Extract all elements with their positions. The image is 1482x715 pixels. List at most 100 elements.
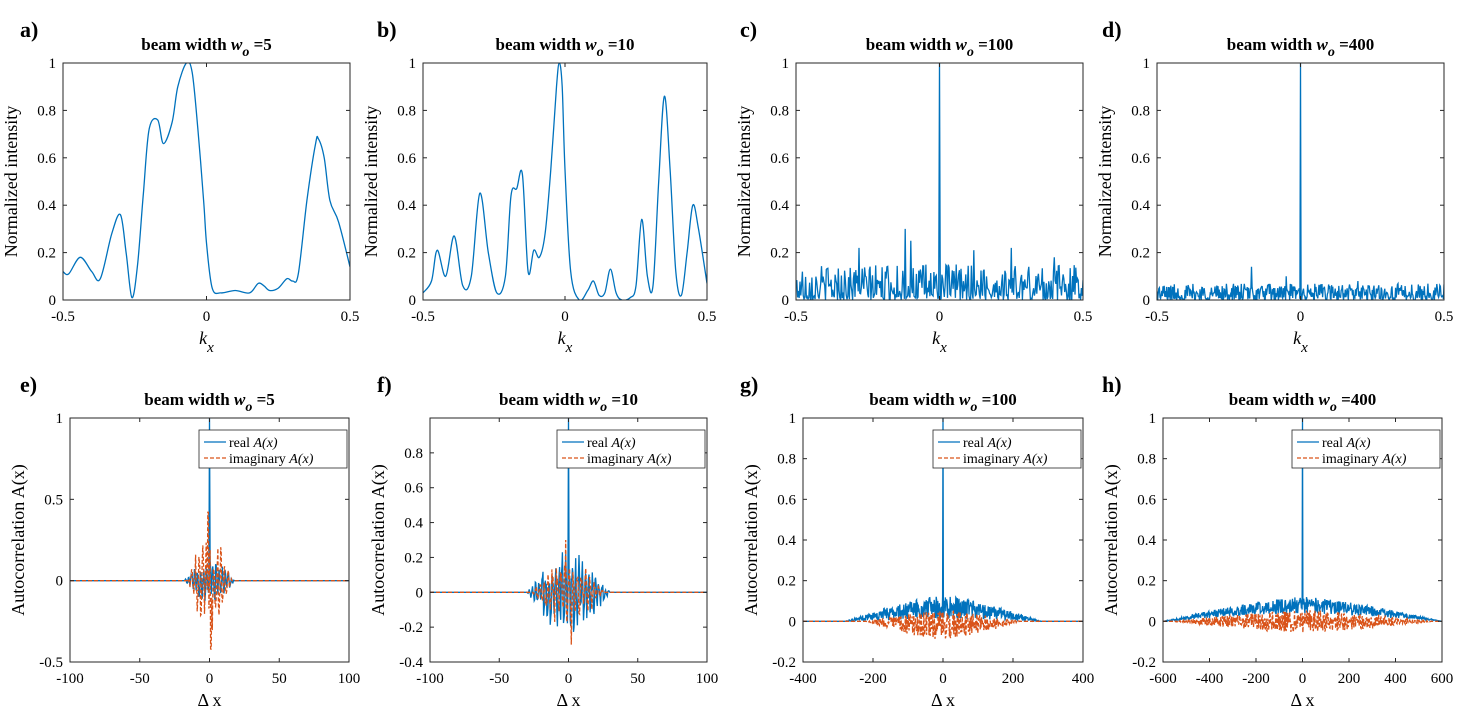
panel-letter: f) <box>377 372 392 397</box>
y-tick-label: 0 <box>49 293 57 309</box>
y-tick-label: 0.8 <box>37 103 56 119</box>
legend: real A(x)imaginary A(x) <box>932 429 1082 469</box>
y-tick-label: 1 <box>1149 411 1157 427</box>
panel-title: beam width wo =400 <box>1227 35 1375 60</box>
y-tick-label: 0.8 <box>770 103 789 119</box>
y-tick-label: 0.2 <box>770 246 789 262</box>
x-tick-label: 100 <box>696 671 719 687</box>
x-tick-label: 0 <box>561 309 569 325</box>
panel-title: beam width wo =5 <box>144 390 275 415</box>
series-real-line <box>63 63 350 299</box>
legend-imaginary-label: imaginary A(x) <box>229 452 314 467</box>
x-tick-label: 0 <box>206 671 214 687</box>
y-tick-label: 0.8 <box>397 103 416 119</box>
y-tick-label: 0.2 <box>37 246 56 262</box>
y-axis-label: Autocorrelation A(x) <box>8 464 29 615</box>
x-tick-label: 400 <box>1384 671 1407 687</box>
x-tick-label: 0.5 <box>1435 309 1454 325</box>
x-tick-label: -400 <box>789 671 817 687</box>
y-axis-label: Normalized intensity <box>361 106 381 257</box>
x-tick-label: -50 <box>489 671 509 687</box>
y-tick-label: -0.2 <box>399 620 423 636</box>
x-tick-label: -50 <box>130 671 150 687</box>
legend-real-label: real A(x) <box>587 436 636 451</box>
y-tick-label: 0.2 <box>404 550 423 566</box>
y-tick-label: 1 <box>789 411 797 427</box>
y-tick-label: 0.4 <box>1131 198 1150 214</box>
x-tick-label: -400 <box>1196 671 1224 687</box>
x-axis-label: Δ x <box>197 690 221 710</box>
x-tick-label: 0 <box>565 671 573 687</box>
panel-g: -400 -200 0 200 400 -0.2 0 0.2 0.4 0.6 0.8 1 beam wi… <box>740 372 1094 710</box>
series-imaginary-line <box>430 539 707 645</box>
x-axis-label: kx <box>1293 328 1308 356</box>
y-tick-label: 0.6 <box>404 481 423 497</box>
y-tick-label: 0.8 <box>1131 103 1150 119</box>
legend-box <box>932 429 1082 469</box>
x-tick-label: 200 <box>1338 671 1361 687</box>
y-axis-label: Normalized intensity <box>734 106 754 257</box>
y-tick-label: 0.6 <box>397 151 416 167</box>
legend-real-label: real A(x) <box>1322 436 1371 451</box>
y-axis-label: Autocorrelation A(x) <box>1101 464 1122 615</box>
x-tick-label: -200 <box>1242 671 1270 687</box>
legend: real A(x)imaginary A(x) <box>198 429 348 469</box>
x-tick-label: 400 <box>1072 671 1095 687</box>
x-axis-label: Δ x <box>556 690 580 710</box>
panel-title: beam width wo =100 <box>866 35 1014 60</box>
y-axis-label: Autocorrelation A(x) <box>741 464 762 615</box>
y-tick-label: 0 <box>56 574 64 590</box>
y-tick-label: 0 <box>1143 293 1151 309</box>
y-tick-label: 1 <box>49 56 57 72</box>
panel-title: beam width wo =400 <box>1229 390 1377 415</box>
panel-h: -600 -400 -200 0 200 400 600 -0.2 0 0.2 0.4 0.6 0.8 1… <box>1101 372 1453 710</box>
y-axis-label: Normalized intensity <box>1 106 21 257</box>
y-tick-label: 0 <box>409 293 417 309</box>
y-axis-label: Autocorrelation A(x) <box>368 464 389 615</box>
y-tick-label: 0.2 <box>1137 574 1156 590</box>
series-imaginary-line <box>1163 610 1442 633</box>
legend: real A(x)imaginary A(x) <box>556 429 706 469</box>
y-tick-label: 0.8 <box>777 452 796 468</box>
y-tick-label: 0 <box>782 293 790 309</box>
series-real-line <box>423 63 707 300</box>
x-tick-label: 0 <box>936 309 944 325</box>
x-tick-label: -0.5 <box>784 309 808 325</box>
y-tick-label: 0.6 <box>770 151 789 167</box>
panel-letter: e) <box>20 372 37 397</box>
legend-imaginary-label: imaginary A(x) <box>587 452 672 467</box>
panel-title: beam width wo =10 <box>499 390 638 415</box>
x-tick-label: 0.5 <box>698 309 717 325</box>
y-tick-label: 0 <box>1149 614 1157 630</box>
x-tick-label: 200 <box>1002 671 1025 687</box>
y-tick-label: 0.4 <box>37 198 56 214</box>
y-tick-label: 0.2 <box>777 574 796 590</box>
panel-letter: h) <box>1102 372 1122 397</box>
x-tick-label: 100 <box>338 671 361 687</box>
x-tick-label: 50 <box>272 671 287 687</box>
series-imaginary-line <box>70 511 349 650</box>
y-tick-label: -0.2 <box>772 655 796 671</box>
x-tick-label: 0.5 <box>1074 309 1093 325</box>
y-tick-label: 1 <box>782 56 790 72</box>
y-tick-label: 0.2 <box>397 246 416 262</box>
x-axis-label: Δ x <box>931 690 955 710</box>
y-tick-label: -0.5 <box>39 655 63 671</box>
y-tick-label: -0.2 <box>1132 655 1156 671</box>
y-tick-label: 0.2 <box>1131 246 1150 262</box>
y-tick-label: 0.6 <box>1131 151 1150 167</box>
panel-title: beam width wo =10 <box>495 35 634 60</box>
y-tick-label: 1 <box>409 56 417 72</box>
panel-letter: a) <box>20 17 38 42</box>
legend: real A(x)imaginary A(x) <box>1291 429 1441 469</box>
series-imaginary-line <box>803 609 1083 639</box>
y-tick-label: 0.6 <box>1137 492 1156 508</box>
y-tick-label: 0.4 <box>777 533 796 549</box>
legend-box <box>1291 429 1441 469</box>
y-tick-label: -0.4 <box>399 655 423 671</box>
y-tick-label: 0.4 <box>770 198 789 214</box>
y-tick-label: 0.8 <box>404 446 423 462</box>
